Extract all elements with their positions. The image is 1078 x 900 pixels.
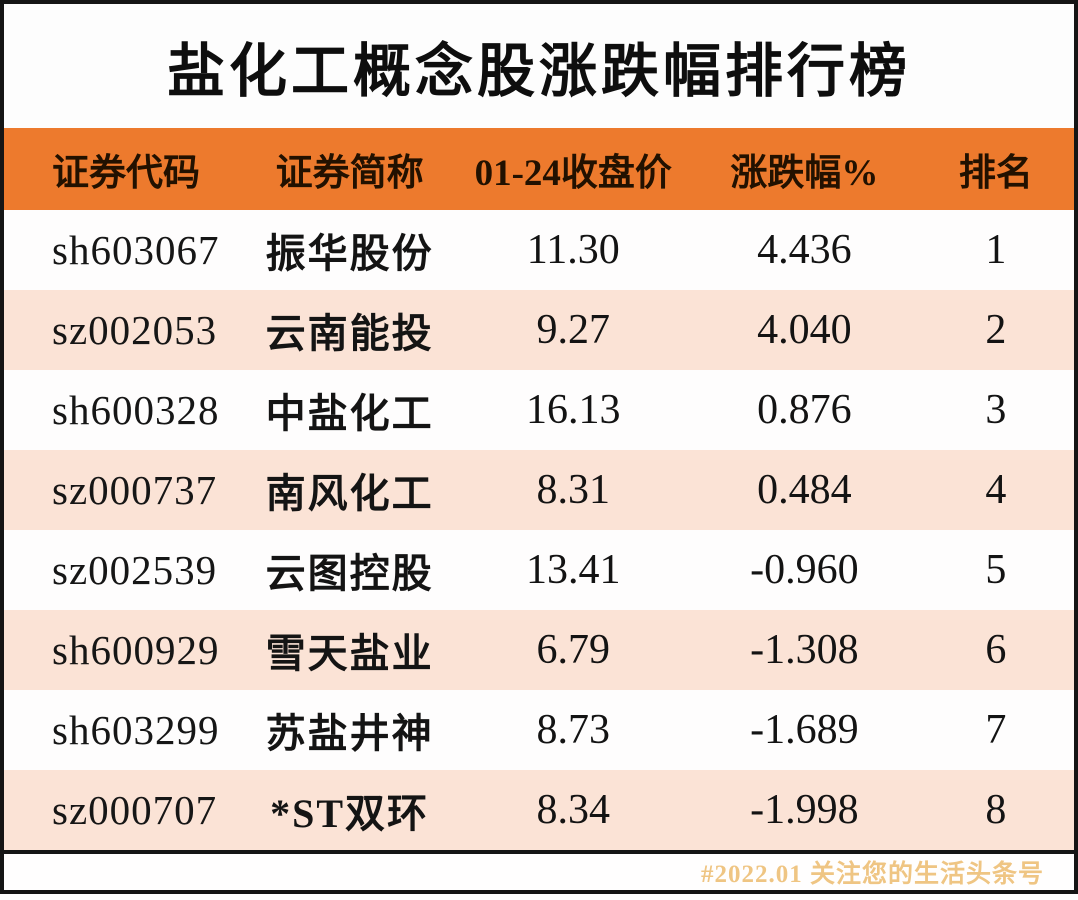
cell-name: 云南能投 [265, 311, 434, 356]
cell-change: -1.998 [750, 787, 859, 833]
cell-rank: 1 [985, 227, 1007, 273]
cell-rank: 5 [985, 547, 1007, 593]
table-row: sh600929 雪天盐业 6.79 -1.308 6 [4, 610, 1074, 690]
cell-name: 南风化工 [265, 471, 434, 516]
cell-rank: 4 [985, 467, 1007, 513]
cell-close: 8.73 [536, 707, 610, 753]
cell-code: sz002053 [52, 307, 218, 353]
cell-rank: 2 [985, 307, 1007, 353]
watermark-text: #2022.01 关注您的生活头条号 [700, 861, 1044, 888]
cell-name: 中盐化工 [265, 391, 434, 436]
cell-code: sz000737 [52, 467, 218, 513]
cell-rank: 3 [985, 387, 1007, 433]
cell-code: sh600929 [52, 627, 220, 673]
cell-code: sh603067 [52, 227, 220, 273]
cell-close: 9.27 [536, 307, 610, 353]
cell-close: 11.30 [526, 227, 620, 273]
cell-name: 云图控股 [265, 551, 434, 596]
table-row: sz000707 *ST双环 8.34 -1.998 8 [4, 770, 1074, 850]
cell-code: sz002539 [52, 547, 218, 593]
cell-close: 13.41 [525, 547, 621, 593]
table-row: sz002053 云南能投 9.27 4.040 2 [4, 290, 1074, 370]
table-row: sh600328 中盐化工 16.13 0.876 3 [4, 370, 1074, 450]
column-header-rank: 排名 [958, 153, 1033, 195]
footer-bar: #2022.01 关注您的生活头条号 [4, 850, 1074, 890]
cell-change: 4.040 [757, 307, 852, 353]
table-header-row: 证券代码 证券简称 01-24收盘价 涨跌幅% 排名 [4, 128, 1074, 210]
table-row: sh603299 苏盐井神 8.73 -1.689 7 [4, 690, 1074, 770]
cell-name: *ST双环 [270, 791, 430, 836]
cell-change: 0.876 [757, 387, 852, 433]
column-header-name: 证券简称 [275, 153, 424, 195]
cell-code: sh603299 [52, 707, 220, 753]
cell-name: 振华股份 [265, 231, 434, 276]
cell-change: -1.308 [750, 627, 859, 673]
cell-close: 8.34 [536, 787, 610, 833]
cell-rank: 8 [985, 787, 1007, 833]
column-header-close: 01-24收盘价 [474, 153, 672, 195]
cell-rank: 6 [985, 627, 1007, 673]
cell-change: -0.960 [750, 547, 859, 593]
column-header-code: 证券代码 [52, 153, 200, 195]
table-body: sh603067 振华股份 11.30 4.436 1 sz002053 云南能… [4, 210, 1074, 850]
cell-change: 0.484 [757, 467, 852, 513]
cell-close: 8.31 [536, 467, 610, 513]
table-row: sh603067 振华股份 11.30 4.436 1 [4, 210, 1074, 290]
cell-rank: 7 [985, 707, 1007, 753]
table-row: sz000737 南风化工 8.31 0.484 4 [4, 450, 1074, 530]
table-row: sz002539 云图控股 13.41 -0.960 5 [4, 530, 1074, 610]
cell-close: 6.79 [536, 627, 610, 673]
cell-change: -1.689 [750, 707, 859, 753]
cell-code: sh600328 [52, 387, 220, 433]
cell-change: 4.436 [757, 227, 852, 273]
column-header-change: 涨跌幅% [730, 153, 879, 195]
cell-close: 16.13 [525, 387, 621, 433]
cell-name: 雪天盐业 [265, 631, 434, 676]
page-title: 盐化工概念股涨跌幅排行榜 [166, 39, 911, 105]
bottom-margin [0, 894, 1078, 900]
cell-code: sz000707 [52, 787, 218, 833]
cell-name: 苏盐井神 [265, 711, 434, 756]
